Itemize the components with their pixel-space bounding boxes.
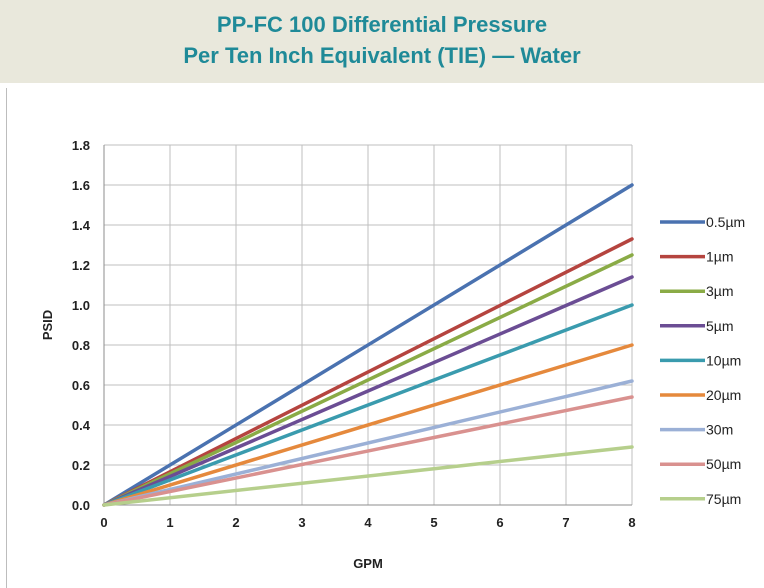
chart-title-line-1: PP-FC 100 Differential Pressure: [216, 12, 548, 37]
chart-tick-labels: 0 1 2 3 4 5 6 7 8 0.0 0.2 0.4 0.6 0.8 1.0 1.2 1.4 1.6 1.8: [72, 138, 636, 530]
series-line-3: [102, 275, 634, 507]
y-tick-label: 0.6: [72, 378, 90, 393]
series-line-6: [102, 379, 634, 507]
x-tick-label: 0: [100, 515, 107, 530]
y-tick-label: 1.4: [72, 218, 91, 233]
legend-label: 1µm: [706, 249, 734, 265]
x-tick-label: 6: [496, 515, 503, 530]
chart-header: PP-FC 100 Differential Pressure Per Ten …: [0, 0, 764, 83]
legend-label: 5µm: [706, 318, 734, 334]
chart-axes: [103, 145, 632, 506]
legend-label: 10µm: [706, 352, 741, 368]
x-tick-label: 7: [562, 515, 569, 530]
chart-legend: 0.5µm 1µm 3µm 5µm 10µm 20µm 30m 50µm 75µm: [660, 214, 745, 507]
y-tick-label: 0.4: [72, 418, 91, 433]
y-axis-title: PSID: [40, 310, 55, 340]
series-line-5: [102, 343, 634, 507]
page-left-rule: [6, 88, 7, 588]
x-tick-label: 4: [364, 515, 372, 530]
series-line-0: [102, 183, 634, 507]
x-tick-label: 3: [298, 515, 305, 530]
series-line-1: [102, 237, 634, 507]
x-tick-label: 2: [232, 515, 239, 530]
legend-label: 20µm: [706, 387, 741, 403]
x-tick-label: 5: [430, 515, 437, 530]
series-line-7: [102, 395, 634, 507]
y-tick-label: 1.2: [72, 258, 90, 273]
y-tick-label: 0.0: [72, 498, 90, 513]
chart-series: [102, 183, 634, 507]
x-tick-label: 8: [628, 515, 635, 530]
y-tick-label: 0.2: [72, 458, 90, 473]
y-tick-label: 0.8: [72, 338, 90, 353]
y-tick-label: 1.0: [72, 298, 90, 313]
legend-label: 0.5µm: [706, 214, 745, 230]
x-axis-title: GPM: [353, 556, 383, 571]
legend-label: 3µm: [706, 283, 734, 299]
series-line-2: [102, 253, 634, 507]
x-tick-label: 1: [166, 515, 173, 530]
series-line-8: [102, 445, 634, 507]
legend-label: 50µm: [706, 456, 741, 472]
y-tick-label: 1.8: [72, 138, 90, 153]
series-line-4: [102, 303, 634, 507]
chart-title-line-2: Per Ten Inch Equivalent (TIE) — Water: [183, 43, 581, 68]
y-tick-label: 1.6: [72, 178, 90, 193]
legend-label: 75µm: [706, 491, 741, 507]
legend-label: 30m: [706, 422, 733, 438]
